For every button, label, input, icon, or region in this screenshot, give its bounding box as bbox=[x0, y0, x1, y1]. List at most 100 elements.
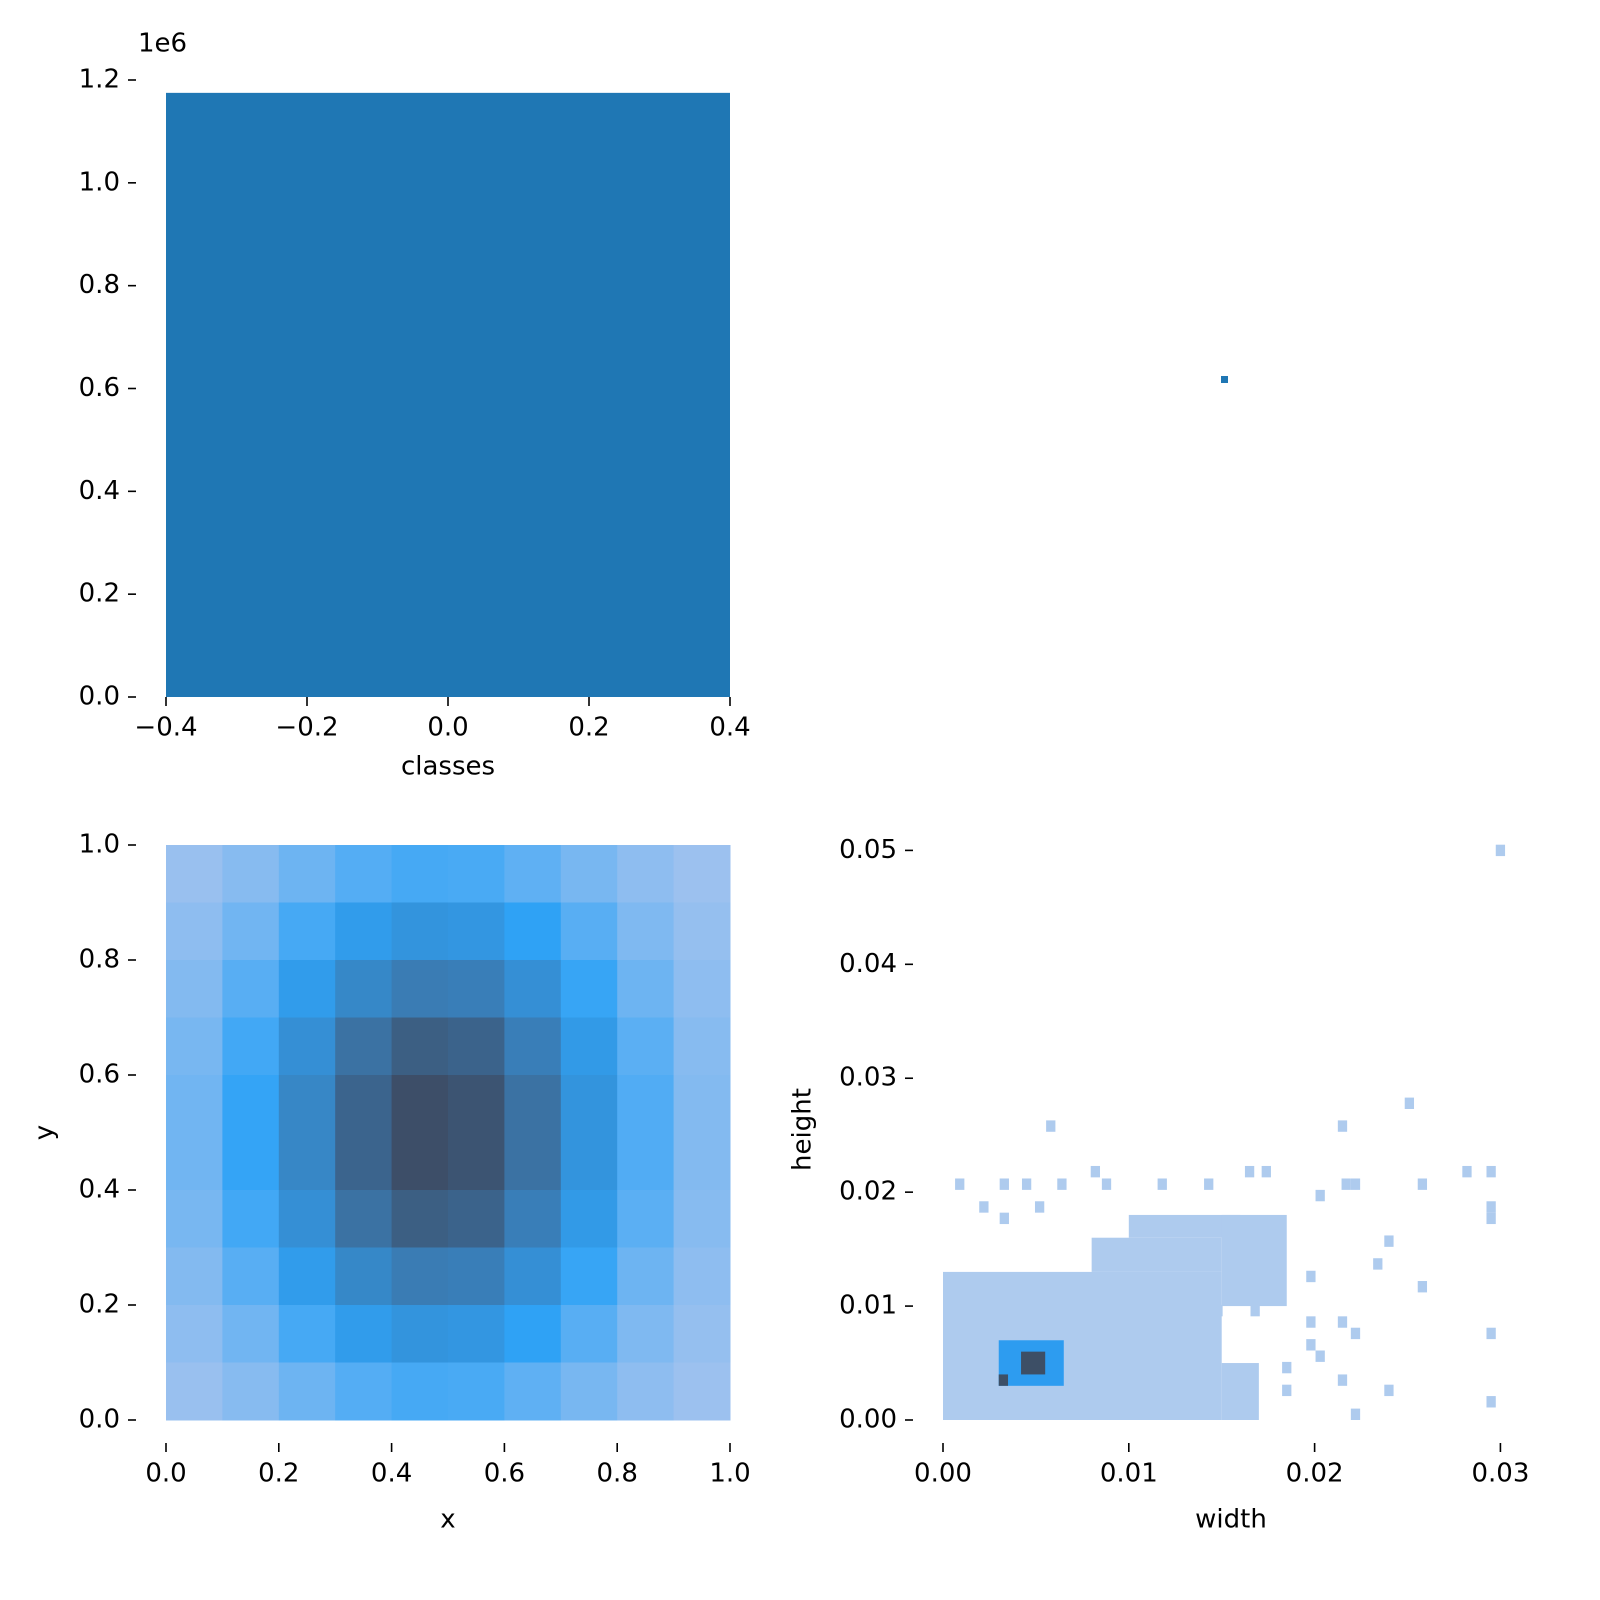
x-tick-label: 1.0 bbox=[709, 1459, 750, 1489]
y-tick-label: 0.05 bbox=[839, 835, 897, 865]
heat-cell bbox=[391, 1305, 449, 1363]
heat-cell bbox=[222, 845, 280, 903]
heat-cell bbox=[448, 1362, 505, 1421]
hist-cell bbox=[1034, 1201, 1045, 1213]
heat-cell bbox=[166, 1190, 223, 1248]
heat-cell bbox=[673, 1075, 731, 1133]
hist-region bbox=[1021, 1351, 1046, 1375]
hist-cell bbox=[1204, 1178, 1214, 1190]
hist-cell bbox=[1404, 1097, 1415, 1109]
hist-cell bbox=[1235, 1408, 1245, 1420]
hist-cell bbox=[1462, 1165, 1472, 1178]
y-tick-label: 0.4 bbox=[79, 1175, 120, 1205]
heat-cell bbox=[278, 1075, 336, 1133]
hist-cell bbox=[1213, 1304, 1223, 1317]
heat-cell bbox=[673, 1247, 731, 1306]
heat-cell bbox=[617, 1190, 675, 1248]
y-tick-label: 1.0 bbox=[79, 167, 120, 197]
hist-cell bbox=[1250, 1304, 1260, 1317]
x-tick-label: 0.0 bbox=[427, 713, 468, 743]
hist-cell bbox=[1046, 1120, 1056, 1132]
bar bbox=[166, 92, 730, 697]
heat-cell bbox=[335, 1075, 393, 1133]
y-tick-label: 0.4 bbox=[79, 476, 120, 506]
hist-cell bbox=[999, 1178, 1009, 1190]
heat-cell bbox=[222, 1247, 280, 1306]
heat-cell bbox=[560, 1190, 618, 1248]
heat-cell bbox=[448, 902, 505, 961]
y-tick-label: 0.0 bbox=[79, 682, 120, 712]
hist-region bbox=[1128, 1214, 1241, 1238]
heat-cell bbox=[222, 1305, 280, 1363]
x-axis-label: width bbox=[1195, 1505, 1267, 1535]
hist-cell bbox=[1495, 844, 1506, 857]
heat-cell bbox=[504, 1190, 562, 1248]
hist-cell bbox=[1337, 1316, 1348, 1328]
heat-cell bbox=[448, 960, 505, 1018]
heat-cell bbox=[448, 1075, 505, 1133]
hist-cell bbox=[1057, 1178, 1067, 1190]
heat-cell bbox=[391, 1075, 449, 1133]
hist-cell bbox=[1384, 1235, 1394, 1247]
hist-cell bbox=[1350, 1408, 1361, 1420]
heat-cell bbox=[617, 1017, 675, 1076]
heat-cell bbox=[560, 1247, 618, 1306]
heat-cell bbox=[278, 902, 336, 961]
heat-cell bbox=[617, 1247, 675, 1306]
heat-cell bbox=[222, 902, 280, 961]
heat-cell bbox=[617, 1132, 675, 1191]
heat-cell bbox=[166, 902, 223, 961]
heat-cell bbox=[504, 1362, 562, 1421]
y-tick-label: 1.0 bbox=[79, 830, 120, 860]
heat-cell bbox=[560, 902, 618, 961]
heat-cell bbox=[222, 1132, 280, 1191]
heat-cell bbox=[391, 1190, 449, 1248]
hist-cell bbox=[1486, 1212, 1496, 1225]
heat-cell bbox=[504, 1305, 562, 1363]
y-tick-label: 0.8 bbox=[79, 270, 120, 300]
heat-cell bbox=[391, 960, 449, 1018]
heat-cell bbox=[673, 1132, 731, 1191]
heat-cell bbox=[560, 845, 618, 903]
hist-cell bbox=[1090, 1165, 1101, 1178]
y-tick-label: 0.2 bbox=[79, 579, 120, 609]
x-tick-label: 0.6 bbox=[484, 1459, 525, 1489]
hist-cell bbox=[1486, 1327, 1496, 1340]
y-tick-label: 0.6 bbox=[79, 1060, 120, 1090]
y-axis-label: height bbox=[788, 1088, 818, 1171]
heat-cell bbox=[278, 1132, 336, 1191]
heat-cell bbox=[278, 1017, 336, 1076]
heat-cell bbox=[673, 902, 731, 961]
heat-cell bbox=[448, 1247, 505, 1306]
y-tick-label: 1.2 bbox=[79, 65, 120, 95]
axis-offset: 1e6 bbox=[138, 29, 187, 59]
hist-cell bbox=[1486, 1165, 1496, 1178]
heat-cell bbox=[166, 1247, 223, 1306]
heat-cell bbox=[166, 960, 223, 1018]
heat-cell bbox=[391, 845, 449, 903]
hist-cell bbox=[1315, 1350, 1325, 1362]
hist-cell bbox=[1486, 1201, 1496, 1213]
heat-cell bbox=[335, 845, 393, 903]
x-tick-label: 0.4 bbox=[709, 713, 750, 743]
heat-cell bbox=[278, 960, 336, 1018]
hist-cell bbox=[1486, 1396, 1496, 1408]
heat-cell bbox=[335, 960, 393, 1018]
heat-cell bbox=[673, 845, 731, 903]
heat-cell bbox=[166, 1305, 223, 1363]
heat-cell bbox=[448, 1132, 505, 1191]
x-axis-label: classes bbox=[401, 752, 495, 782]
hist-cell bbox=[1384, 1384, 1394, 1397]
heat-cell bbox=[278, 1362, 336, 1421]
heat-cell bbox=[278, 845, 336, 903]
y-tick-label: 0.00 bbox=[839, 1405, 897, 1435]
hist-region bbox=[998, 1374, 1009, 1386]
hist-region bbox=[1221, 1214, 1287, 1307]
heat-cell bbox=[391, 1017, 449, 1076]
heat-cell bbox=[391, 1247, 449, 1306]
hist-cell bbox=[1306, 1270, 1316, 1283]
heat-cell bbox=[166, 1017, 223, 1076]
y-tick-label: 0.03 bbox=[839, 1063, 897, 1093]
x-tick-label: 0.0 bbox=[145, 1459, 186, 1489]
heat-cell bbox=[335, 1247, 393, 1306]
